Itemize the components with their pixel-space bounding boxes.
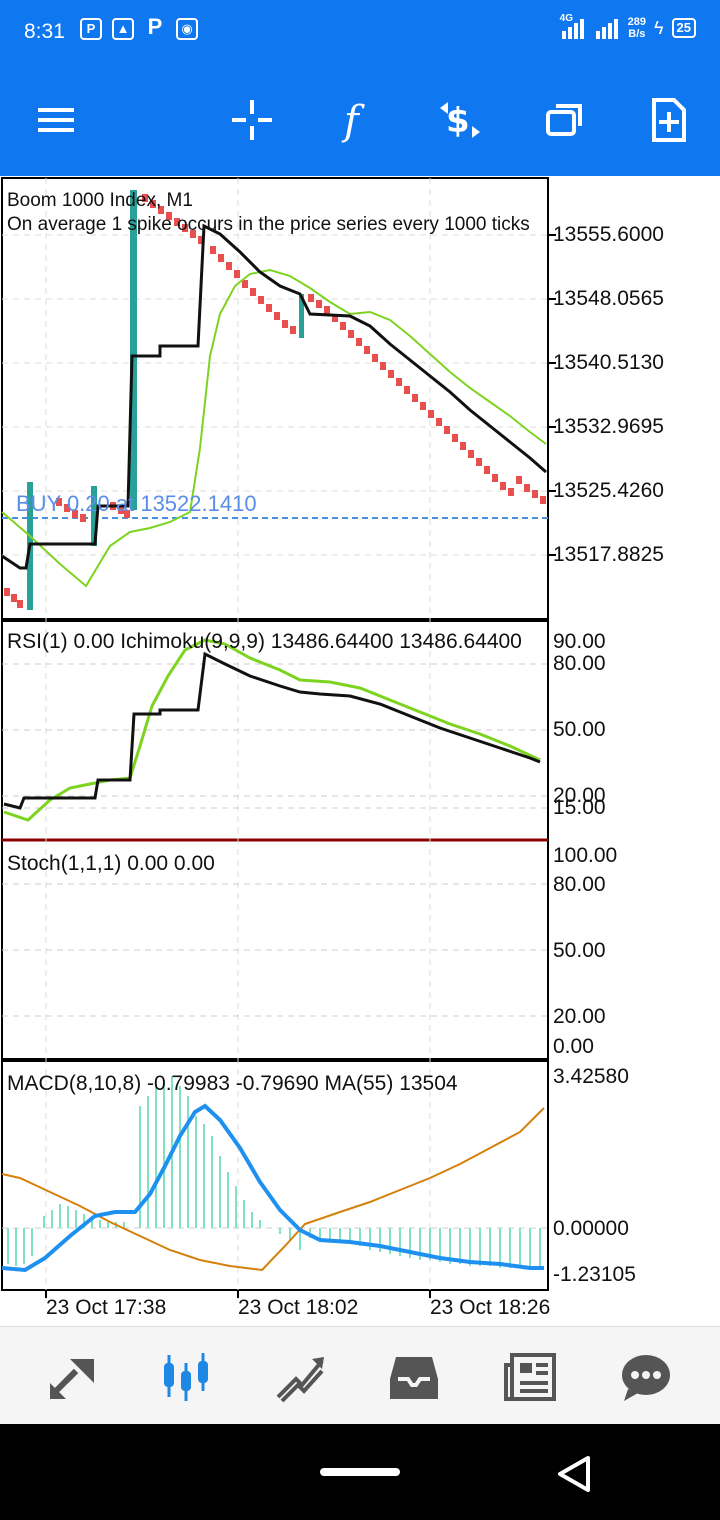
status-time: 8:31 xyxy=(24,20,65,43)
time-label-3: 23 Oct 18:26 xyxy=(430,1296,551,1319)
signal-icon: 4G xyxy=(560,13,586,39)
macd-signal-line xyxy=(1,1107,545,1272)
network-type-label: 4G xyxy=(559,13,573,24)
time-label-1: 23 Oct 17:38 xyxy=(46,1296,167,1319)
price-label-3: 13540.5130 xyxy=(553,351,664,374)
price-label-2: 13548.0565 xyxy=(553,287,664,310)
app-notification-icon: P xyxy=(80,18,102,40)
parking-notification-icon: P xyxy=(147,14,163,39)
rsi-green-line xyxy=(3,638,541,822)
chart-canvas[interactable] xyxy=(0,176,720,1326)
trade-icon[interactable]: $ xyxy=(436,96,484,144)
back-icon[interactable] xyxy=(552,1452,596,1496)
stoch-label: Stoch(1,1,1) 0.00 0.00 xyxy=(7,852,215,875)
symbol-description: On average 1 spike occurs in the price s… xyxy=(7,214,530,235)
symbol-title: Boom 1000 Index, M1 xyxy=(7,190,193,211)
home-button[interactable] xyxy=(320,1468,400,1476)
main-grid xyxy=(2,178,548,1290)
macd-label: MACD(8,10,8) -0.79983 -0.79690 MA(55) 13… xyxy=(7,1072,458,1095)
status-bar: 8:31 P ▲ P ◉ 4G 289 B/s ϟ 25 xyxy=(0,0,720,66)
stoch-level-80: 80.00 xyxy=(553,873,606,896)
notification-icons: P ▲ P ◉ xyxy=(80,14,198,40)
bull-candles xyxy=(27,190,304,610)
price-label-6: 13517.8825 xyxy=(553,543,664,566)
main-panel-frame xyxy=(1,177,549,621)
chart-icon[interactable] xyxy=(158,1349,214,1405)
quotes-icon[interactable] xyxy=(46,1349,102,1405)
macd-histogram xyxy=(7,1076,541,1268)
messages-icon[interactable] xyxy=(618,1349,674,1405)
rsi-level-80: 80.00 xyxy=(553,652,606,675)
buy-order-label[interactable]: BUY 0.20 at 13522.1410 xyxy=(16,491,257,516)
time-label-2: 23 Oct 18:02 xyxy=(238,1296,359,1319)
bear-candles xyxy=(4,194,546,608)
net-speed-unit: B/s xyxy=(628,28,646,40)
crosshair-icon[interactable] xyxy=(228,96,276,144)
price-label-4: 13532.9695 xyxy=(553,415,664,438)
news-icon[interactable] xyxy=(502,1349,558,1405)
stoch-grid xyxy=(2,883,548,1017)
macd-level-zero: 0.00000 xyxy=(553,1217,629,1240)
game-notification-icon: ◉ xyxy=(176,18,198,40)
menu-icon[interactable] xyxy=(32,96,80,144)
bottom-navigation xyxy=(0,1326,720,1425)
system-navigation-bar xyxy=(0,1424,720,1520)
history-icon[interactable] xyxy=(386,1349,442,1405)
signal-icon-2 xyxy=(594,17,620,39)
stoch-level-50: 50.00 xyxy=(553,939,606,962)
price-label-5: 13525.4260 xyxy=(553,479,664,502)
charging-icon: ϟ xyxy=(654,17,664,38)
rsi-level-50: 50.00 xyxy=(553,718,606,741)
battery-icon: 25 xyxy=(671,18,696,38)
rsi-grid xyxy=(2,663,548,809)
macd-level-top: 3.42580 xyxy=(553,1065,629,1088)
main-line-black xyxy=(1,223,547,570)
rsi-label: RSI(1) 0.00 Ichimoku(9,9,9) 13486.64400 … xyxy=(7,630,522,653)
chart-area[interactable]: Boom 1000 Index, M1 On average 1 spike o… xyxy=(0,176,720,1326)
trade-nav-icon[interactable] xyxy=(272,1349,328,1405)
net-speed: 289 B/s xyxy=(628,16,646,40)
stoch-level-0: 0.00 xyxy=(553,1035,594,1058)
price-label-1: 13555.6000 xyxy=(553,223,664,246)
stoch-level-20: 20.00 xyxy=(553,1005,606,1028)
chart-toolbar: f $ xyxy=(0,66,720,176)
rsi-black-line xyxy=(3,651,541,810)
net-speed-value: 289 xyxy=(627,16,646,28)
main-ma-green xyxy=(1,268,547,588)
gallery-notification-icon: ▲ xyxy=(112,18,134,40)
windows-icon[interactable] xyxy=(540,96,588,144)
rsi-level-90: 90.00 xyxy=(553,630,606,653)
new-order-icon[interactable] xyxy=(644,96,692,144)
indicators-icon[interactable]: f xyxy=(332,96,380,144)
svg-text:f: f xyxy=(341,98,365,144)
macd-level-bottom: -1.23105 xyxy=(553,1263,636,1286)
axis-ticks xyxy=(45,234,556,1298)
macd-main-line xyxy=(1,1103,544,1273)
stoch-level-100: 100.00 xyxy=(553,844,618,867)
rsi-level-20: 20.00 xyxy=(553,784,606,807)
svg-text:$: $ xyxy=(446,101,470,141)
rsi-level-15: 15.00 xyxy=(553,796,606,819)
status-right: 4G 289 B/s ϟ 25 xyxy=(560,13,696,40)
